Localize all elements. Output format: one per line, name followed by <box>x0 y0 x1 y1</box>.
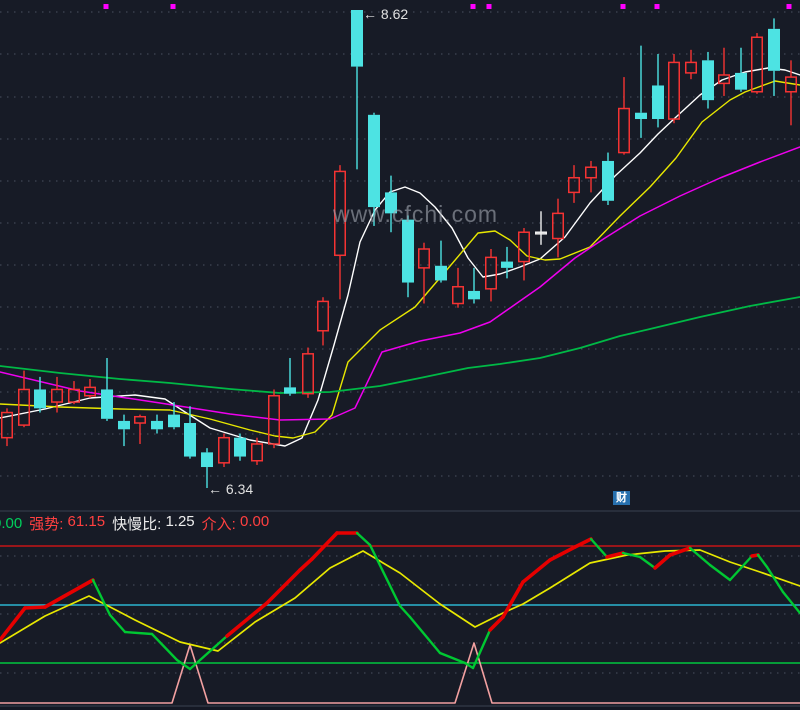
indicator-label-qiangshi: 强势: <box>29 515 68 533</box>
indicator-slow-line <box>0 549 800 652</box>
candlestick-layer <box>1 10 797 488</box>
bottom-frame-strip <box>0 705 800 710</box>
low-price-annotation: ← 6.34 <box>208 481 253 497</box>
indicator-readout-row: 0.00 强势: 61.15 快慢比: 1.25 介入: 0.00 <box>0 513 269 533</box>
grid-lines <box>0 11 800 674</box>
baseline-spike-line <box>0 642 800 704</box>
indicator-value-left: 0.00 <box>0 514 23 532</box>
indicator-item-jieru: 介入: 0.00 <box>202 513 270 534</box>
indicator-value-kuaimanbi: 1.25 <box>165 512 195 530</box>
signal-dot-markers <box>103 4 792 9</box>
indicator-label-jieru: 介入: <box>201 515 240 533</box>
indicator-label-kuaimanbi: 快慢比: <box>112 515 166 533</box>
indicator-tag-badge[interactable]: 财 <box>613 491 630 505</box>
indicator-item-kuaimanbi: 快慢比: 1.25 <box>112 513 195 534</box>
indicator-fast-line <box>0 531 800 671</box>
indicator-value-jieru: 0.00 <box>239 512 270 530</box>
moving-average-lines <box>0 67 800 447</box>
indicator-item-qiangshi: 强势: 61.15 <box>29 513 105 534</box>
indicator-value-qiangshi: 61.15 <box>67 512 106 530</box>
high-price-annotation: ← 8.62 <box>363 6 408 22</box>
